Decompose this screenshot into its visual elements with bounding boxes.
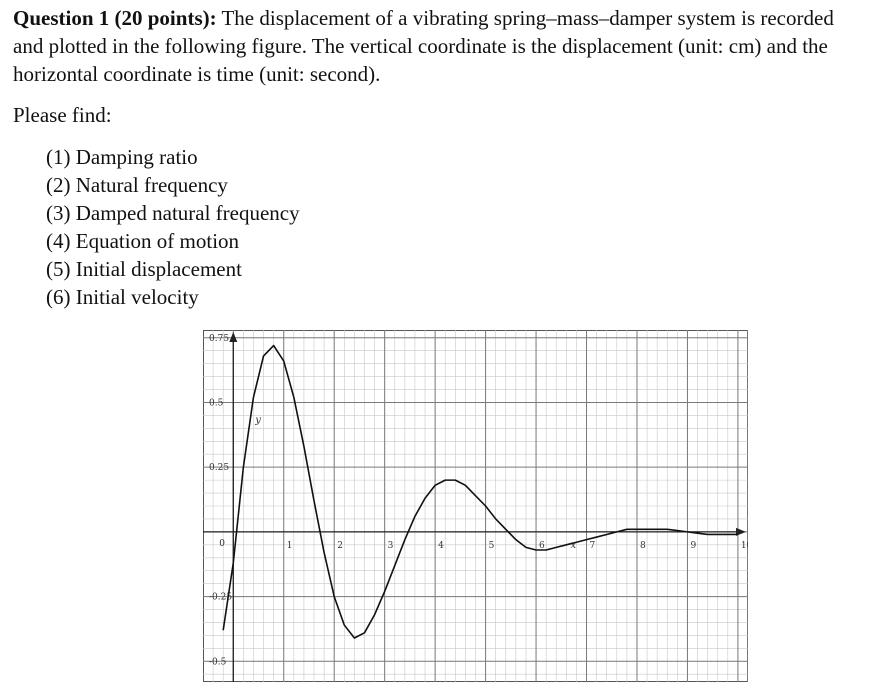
grid-major xyxy=(203,330,748,682)
x-tick-label: 7 xyxy=(590,541,596,551)
x-tick-label: 4 xyxy=(438,541,444,551)
series-line-displacement xyxy=(222,344,738,639)
question-item-2: (2) Natural frequency xyxy=(46,173,228,197)
x-tick-label: 3 xyxy=(388,541,394,551)
x-tick-label: 10 xyxy=(741,541,748,551)
y-tick-label: -0.25 xyxy=(209,593,232,603)
y-tick-label: 0.75 xyxy=(209,334,229,344)
question-item-1: (1) Damping ratio xyxy=(46,145,198,169)
question-item-4: (4) Equation of motion xyxy=(46,229,240,253)
displacement-chart-svg: 1 2 3 4 5 6 7 8 9 10 x 0.75 0.5 0.25 0 -0.25 -0.5 y xyxy=(203,330,748,682)
y-axis-arrow-icon xyxy=(229,332,238,342)
x-tick-label: 6 xyxy=(539,541,545,551)
question-item-6: (6) Initial velocity xyxy=(46,285,199,309)
displacement-chart: 1 2 3 4 5 6 7 8 9 10 x 0.75 0.5 0.25 0 -0.25 -0.5 y xyxy=(203,330,748,682)
question-items-list: (1) Damping ratio (2) Natural frequency … xyxy=(46,143,300,311)
chart-tick-labels: 1 2 3 4 5 6 7 8 9 10 x 0.75 0.5 0.25 0 -0.25 -0.5 y xyxy=(209,334,748,668)
x-tick-label: 9 xyxy=(690,541,696,551)
y-tick-label: 0.25 xyxy=(209,463,229,473)
x-tick-label: 5 xyxy=(489,541,495,551)
x-tick-label: 8 xyxy=(640,541,646,551)
x-tick-label: 2 xyxy=(337,541,343,551)
y-tick-label: -0.5 xyxy=(209,657,227,667)
question-item-3: (3) Damped natural frequency xyxy=(46,201,300,225)
question-paragraph: Question 1 (20 points): The displacement… xyxy=(13,4,861,88)
y-tick-label: 0.5 xyxy=(209,398,224,408)
chart-axes xyxy=(203,332,746,682)
please-find-label: Please find: xyxy=(13,103,112,127)
question-item-5: (5) Initial displacement xyxy=(46,257,242,281)
y-tick-label: 0 xyxy=(219,539,225,549)
question-text: The displacement of a vibrating spring–m… xyxy=(13,6,834,86)
x-axis-arrow-icon xyxy=(736,527,746,536)
y-axis-label: y xyxy=(254,415,261,426)
chart-series xyxy=(222,344,738,639)
x-tick-label: 1 xyxy=(287,541,293,551)
x-axis-label: x xyxy=(571,540,577,551)
question-heading: Question 1 (20 points): xyxy=(13,6,217,30)
